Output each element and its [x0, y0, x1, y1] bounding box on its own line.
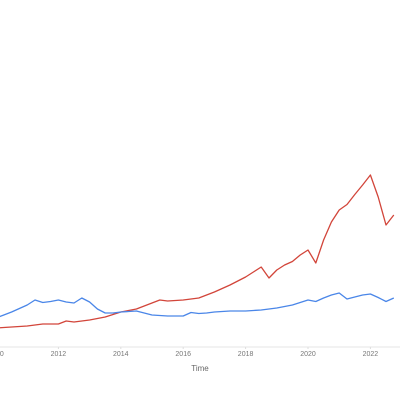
x-tick-label: 2014: [113, 351, 129, 358]
x-tick-label: 2020: [300, 351, 316, 358]
data-line: [0, 292, 395, 318]
data-line: [0, 174, 395, 329]
x-tick-label: 2010: [0, 351, 4, 358]
x-tick-label: 2016: [175, 351, 191, 358]
x-axis-title: Time: [191, 364, 209, 373]
x-tick-label: 2022: [363, 351, 379, 358]
x-tick-label: 2018: [238, 351, 254, 358]
x-tick-label: 2012: [51, 351, 67, 358]
